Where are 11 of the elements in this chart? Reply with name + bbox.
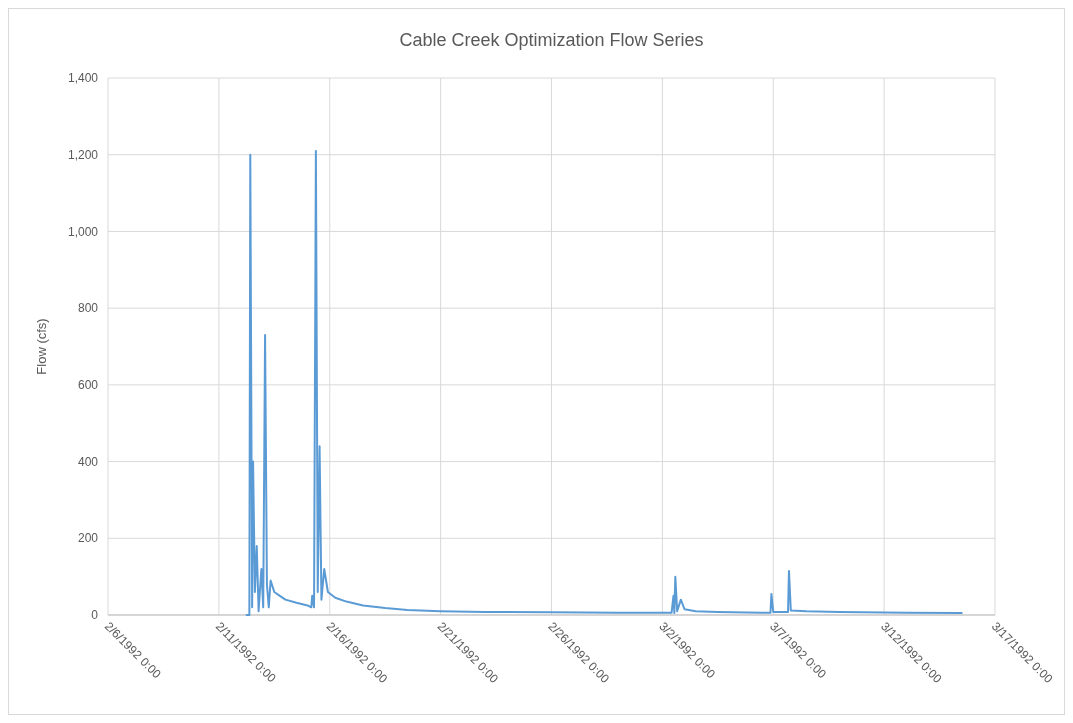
y-axis-title: Flow (cfs) [34,318,49,375]
chart-title: Cable Creek Optimization Flow Series [399,30,704,50]
line-series [245,149,963,616]
y-tick-label: 1,000 [67,224,99,239]
y-tick-label: 0 [91,608,99,623]
y-tick-label: 1,200 [67,147,99,162]
y-tick-label: 200 [77,531,99,546]
y-tick-label: 1,400 [67,71,99,86]
y-tick-label: 400 [77,454,99,469]
y-tick-label: 600 [77,378,99,393]
y-tick-label: 800 [77,301,99,316]
